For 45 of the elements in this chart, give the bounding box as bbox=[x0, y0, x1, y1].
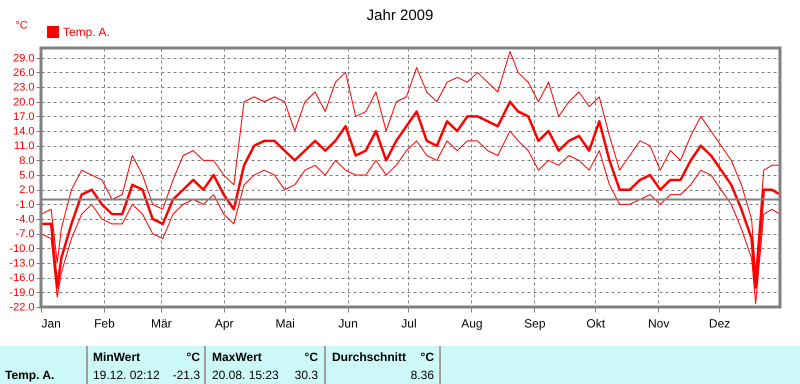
text: MaxWert bbox=[212, 350, 262, 364]
text: 20.08. 15:23 bbox=[212, 368, 280, 382]
x-tick-label: Jan bbox=[42, 316, 61, 330]
x-tick-label: Mär bbox=[150, 316, 172, 330]
text: °C bbox=[186, 350, 200, 364]
x-tick-label: Nov bbox=[648, 316, 670, 330]
y-tick-label: 14.0 bbox=[13, 126, 34, 138]
y-tick-label: -22.0 bbox=[9, 302, 34, 314]
y-tick-label: 29.0 bbox=[13, 52, 34, 64]
y-tick-label: -7.0 bbox=[16, 228, 34, 240]
y-tick-label: -1.0 bbox=[16, 198, 34, 211]
y-tick-label: -16.0 bbox=[9, 272, 34, 284]
text: Temp. A. bbox=[5, 368, 54, 382]
y-tick-label: 17.0 bbox=[13, 110, 34, 123]
text: 30.3 bbox=[294, 368, 318, 382]
y-tick-label: -4.0 bbox=[16, 214, 34, 226]
x-tick-label: Mai bbox=[275, 316, 295, 330]
y-tick-label: -19.0 bbox=[9, 286, 34, 299]
x-tick-label: Jun bbox=[338, 316, 358, 330]
y-tick-label: 2.0 bbox=[19, 184, 34, 196]
text: 19.12. 02:12 bbox=[93, 368, 160, 382]
x-tick-label: Aug bbox=[461, 316, 483, 330]
y-tick-label: 23.0 bbox=[13, 82, 34, 94]
x-tick-label: Apr bbox=[214, 316, 234, 330]
x-tick-label: Okt bbox=[586, 316, 606, 330]
x-tick-label: Sep bbox=[524, 316, 546, 330]
y-tick-label: 26.0 bbox=[13, 66, 34, 79]
text: MinWert bbox=[93, 350, 140, 364]
y-tick-label: -10.0 bbox=[9, 242, 34, 255]
x-tick-label: Jul bbox=[401, 316, 417, 330]
chart-title: Jahr 2009 bbox=[366, 7, 434, 24]
text: -21.3 bbox=[172, 368, 200, 382]
y-tick-label: 11.0 bbox=[14, 140, 34, 152]
text: Durchschnitt bbox=[332, 350, 406, 364]
text: °C bbox=[420, 350, 434, 364]
x-tick-label: Feb bbox=[94, 316, 116, 330]
y-axis-title: °C bbox=[15, 20, 28, 32]
y-tick-label: 5.0 bbox=[19, 170, 34, 182]
legend-label: Temp. A. bbox=[63, 25, 110, 39]
y-tick-label: 20.0 bbox=[13, 96, 34, 108]
y-tick-label: -13.0 bbox=[9, 258, 34, 270]
y-tick-label: 8.0 bbox=[19, 154, 34, 167]
x-tick-label: Dez bbox=[708, 316, 730, 330]
text: 8.36 bbox=[410, 368, 434, 382]
text: °C bbox=[304, 350, 318, 364]
